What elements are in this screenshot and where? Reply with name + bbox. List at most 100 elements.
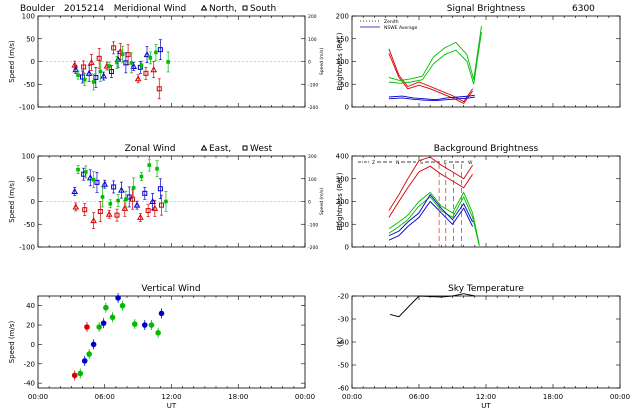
- zonal-y-axis-label: Speed (m/s): [8, 180, 16, 223]
- meridional-point-blue: [130, 62, 138, 70]
- meridional-point-red: [88, 58, 95, 65]
- zonal-point-green: [139, 174, 144, 179]
- signal-series-red-2: [388, 53, 473, 104]
- vertical-y-tick-label: 20: [26, 322, 35, 330]
- meridional-point-green: [91, 80, 96, 84]
- meridional-point-green: [166, 60, 170, 64]
- zonal-point-green: [116, 198, 120, 203]
- panel-background: 400 300 200 100 0 Brightness (Rel.) Background…: [336, 144, 621, 252]
- zonal-point-blue: [142, 190, 148, 196]
- background-series-green-1: [388, 191, 480, 245]
- vertical-point-blue: [158, 310, 165, 317]
- zonal-point-green: [155, 166, 159, 171]
- meridional-point-green: [82, 77, 87, 82]
- vertical-point-green: [155, 330, 161, 336]
- vertical-point-red: [71, 372, 78, 379]
- zonal-point-blue: [71, 187, 79, 194]
- background-y-tick-label: 100: [336, 221, 349, 229]
- vertical-point-green: [148, 322, 155, 328]
- meridional-point-green: [120, 52, 125, 57]
- zonal-y-tick-label: 0: [31, 198, 35, 206]
- zonal-point-blue: [157, 186, 163, 192]
- panel-sky: 00:00 06:00 12:00 18:00 00:00 UT -20 -30 -40 -50 -…: [336, 284, 630, 410]
- background-y-tick-label: 300: [336, 175, 349, 183]
- zonal-y2-tick-label: 0: [308, 200, 311, 206]
- signal-y-tick-label: 0: [345, 104, 349, 112]
- background-legend-s: S: [420, 160, 423, 166]
- panel-vertical: 00:00 06:00 12:00 18:00 00:00 UT 40 20 0 -20 -40 Sp…: [8, 284, 315, 410]
- sky-x-tick-label: 00:00: [610, 393, 630, 401]
- zonal-y-tick-label: -50: [24, 221, 35, 229]
- zonal-y2-tick-label: -200: [308, 245, 318, 251]
- vertical-y-tick-label: -40: [24, 380, 35, 388]
- vertical-x-tick-label: 12:00: [161, 393, 181, 401]
- sky-x-axis-label: UT: [481, 402, 491, 410]
- zonal-point-red: [121, 204, 129, 211]
- signal-series-green-2: [388, 31, 482, 85]
- meridional-point-red: [96, 55, 102, 61]
- sky-y-axis-label: (K): [336, 337, 344, 347]
- meridional-point-green: [76, 73, 80, 77]
- zonal-point-green: [164, 199, 168, 204]
- zonal-legend-square-icon: [242, 145, 248, 151]
- meridional-point-red: [111, 45, 117, 51]
- vertical-point-blue: [90, 341, 97, 348]
- signal-series-blue-1: [388, 94, 475, 101]
- sky-title: Sky Temperature: [448, 284, 524, 294]
- meridional-y2-tick-label: 100: [308, 37, 317, 43]
- signal-title: Signal Brightness: [447, 4, 526, 14]
- sky-y-tick-label: -60: [338, 385, 349, 393]
- background-y-tick-label: 200: [336, 198, 349, 206]
- sky-series-temperature: [389, 293, 475, 318]
- vertical-point-green: [103, 304, 109, 311]
- zonal-y-tick-label: -100: [19, 244, 35, 252]
- meridional-point-blue: [123, 60, 129, 66]
- vertical-point-green: [119, 302, 126, 309]
- zonal-point-blue: [133, 201, 141, 208]
- zonal-point-green: [76, 167, 80, 172]
- vertical-x-tick-label: 00:00: [295, 393, 315, 401]
- meridional-y2-tick-label: -200: [308, 105, 318, 111]
- meridional-point-blue: [100, 72, 107, 79]
- zonal-point-blue: [118, 186, 125, 193]
- meridional-point-green: [115, 60, 119, 65]
- zonal-point-green: [131, 186, 136, 190]
- vertical-y-tick-label: 40: [26, 302, 35, 310]
- vertical-x-tick-label: 06:00: [95, 393, 115, 401]
- signal-series-red-1: [388, 48, 473, 103]
- meridional-point-green: [129, 61, 134, 65]
- vertical-point-blue: [115, 295, 121, 301]
- zonal-point-red: [105, 210, 113, 217]
- background-series-red-2: [388, 165, 473, 218]
- zonal-point-green: [124, 197, 128, 202]
- vertical-point-green: [86, 351, 92, 357]
- signal-y-tick-label: 200: [336, 13, 349, 21]
- meridional-y-tick-label: 0: [31, 58, 35, 66]
- meridional-y-axis-label: Speed (m/s): [8, 40, 16, 83]
- meridional-title: Meridional Wind: [114, 4, 186, 14]
- vertical-y-axis-label: Speed (m/s): [8, 321, 16, 364]
- zonal-y2-tick-label: -100: [308, 222, 318, 228]
- meridional-point-blue: [143, 51, 151, 58]
- vertical-point-green: [96, 324, 102, 330]
- zonal-point-red: [114, 212, 120, 218]
- vertical-y-tick-label: 0: [31, 341, 35, 349]
- meridional-y2-tick-label: -100: [308, 82, 318, 88]
- meridional-legend-south: South: [250, 4, 276, 14]
- signal-legend-nswe: NSWE Average: [384, 25, 418, 31]
- background-series-blue-1: [388, 193, 474, 237]
- meridional-y2-axis-label: Speed (m/s): [319, 48, 325, 76]
- background-series-green-2: [388, 195, 480, 247]
- background-y-axis-label: Brightness (Rel.): [336, 172, 344, 230]
- site-name: Boulder: [20, 4, 55, 14]
- meridional-y2-tick-label: 200: [308, 14, 317, 20]
- vertical-x-tick-label: 18:00: [228, 393, 248, 401]
- background-title: Background Brightness: [434, 144, 539, 154]
- meridional-point-green: [139, 63, 144, 67]
- signal-title-suffix: 6300: [572, 4, 595, 14]
- sky-y-tick-label: -40: [338, 339, 349, 347]
- background-legend-e: E: [444, 160, 447, 166]
- vertical-point-green: [131, 321, 138, 327]
- signal-y-axis-label: Brightness (Rel.): [336, 32, 344, 90]
- meridional-point-red: [143, 70, 149, 76]
